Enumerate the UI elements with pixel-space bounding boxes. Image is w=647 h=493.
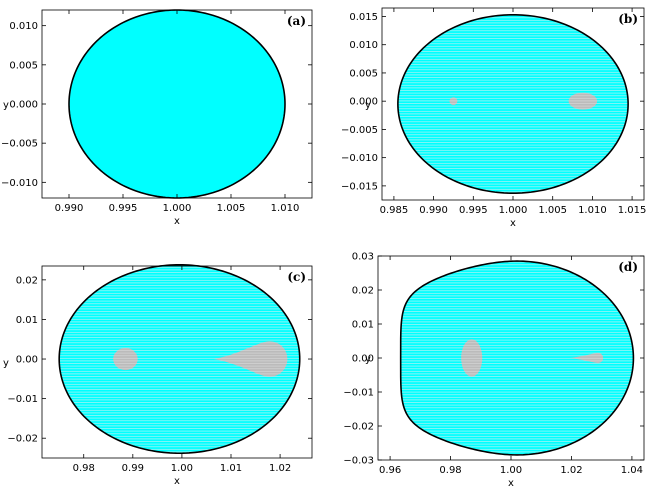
x-tick-label: 0.985 [380,205,409,216]
x-tick-label: 1.04 [621,465,643,476]
panel-c: 0.98 0.99 1.00 1.01 1.02 −0.02 −0.01 0.00 0.01 0.… [3,264,313,487]
y-tick-label: −0.010 [341,153,378,164]
x-axis-label: x [510,218,516,229]
panel-a: 0.990 0.995 1.000 1.005 1.010 −0.010 −0.005 0.0… [1,9,313,227]
island-2 [568,92,598,110]
y-tick-label: 0.01 [16,315,38,326]
x-tick-label: 0.990 [419,205,448,216]
boundary-region [397,13,629,195]
y-tick-label: −0.02 [7,434,38,445]
boundary-region [399,260,635,456]
island-2 [569,352,604,364]
x-tick-label: 1.010 [578,205,607,216]
y-tick-label: −0.01 [7,394,38,405]
y-tick-label: 0.00 [16,355,38,366]
y-tick-label: −0.005 [341,125,378,136]
island-2 [213,341,288,377]
x-tick-label: 0.995 [459,205,488,216]
y-tick-label: 0.010 [349,40,378,51]
island-1 [113,347,138,371]
x-tick-label: 1.005 [217,203,246,214]
y-tick-label: 0.02 [16,275,38,286]
x-tick-label: 1.005 [538,205,567,216]
panel-label: (a) [287,14,306,28]
panel-label: (d) [618,260,638,274]
x-tick-label: 0.995 [109,203,138,214]
x-tick-label: 0.99 [122,463,144,474]
x-tick-label: 0.98 [73,463,95,474]
y-tick-label: 0.02 [352,286,374,297]
island-1 [449,97,458,106]
x-axis-label: x [174,476,180,487]
x-tick-label: 1.00 [171,463,193,474]
x-tick-label: 1.02 [269,463,291,474]
panel-b: 0.985 0.990 0.995 1.000 1.005 1.010 1.015 −0.01… [341,7,647,229]
island-1 [461,339,483,377]
x-tick-label: 0.990 [55,203,84,214]
plot-frame [41,265,313,459]
y-axis-label: y [3,100,9,111]
x-tick-label: 1.000 [499,205,528,216]
y-tick-label: 0.000 [349,97,378,108]
x-tick-label: 1.010 [271,203,300,214]
y-tick-label: 0.01 [352,320,374,331]
y-axis-label: y [3,358,9,369]
x-tick-label: 1.01 [220,463,242,474]
panel-d: 0.96 0.98 1.00 1.02 1.04 −0.03 −0.02 −0.01 0.00 0… [343,252,645,489]
panel-label: (b) [618,12,638,26]
x-tick-label: 1.015 [618,205,647,216]
y-tick-label: 0.005 [349,68,378,79]
boundary-region [68,9,286,199]
y-tick-label: 0.03 [352,252,374,263]
x-tick-label: 1.00 [500,465,522,476]
y-axis-label: y [365,354,371,365]
x-axis-label: x [508,478,514,489]
y-axis-label: y [365,100,371,111]
boundary-region [58,264,301,455]
y-tick-label: 0.00 [352,354,374,365]
y-tick-label: −0.03 [343,456,374,467]
y-tick-label: 0.005 [9,60,38,71]
x-tick-label: 0.98 [439,465,461,476]
y-tick-label: −0.02 [343,422,374,433]
panel-label: (c) [287,270,306,284]
y-tick-label: 0.010 [9,21,38,32]
x-axis-label: x [174,216,180,227]
y-tick-label: 0.015 [349,12,378,23]
y-tick-label: −0.010 [1,178,38,189]
x-tick-label: 0.96 [379,465,401,476]
y-tick-label: −0.015 [341,181,378,192]
y-tick-label: −0.01 [343,388,374,399]
x-tick-label: 1.000 [163,203,192,214]
y-tick-label: 0.000 [9,100,38,111]
x-tick-label: 1.02 [560,465,582,476]
y-tick-label: −0.005 [1,139,38,150]
